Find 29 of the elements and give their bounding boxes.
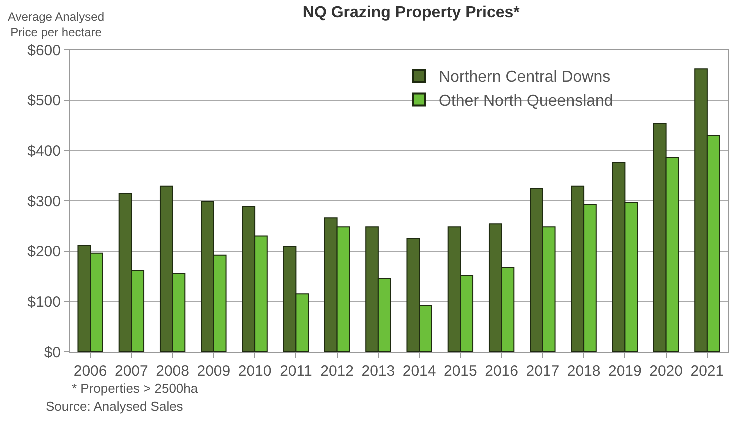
x-tick-label: 2021 xyxy=(690,363,724,380)
text: * Properties > 2500ha xyxy=(72,381,199,396)
legend-label: Other North Queensland xyxy=(439,93,614,110)
x-tick-label: 2016 xyxy=(485,363,518,380)
chart-title: NQ Grazing Property Prices* xyxy=(302,4,521,22)
x-tick-label: 2019 xyxy=(608,363,642,380)
legend-label: Northern Central Downs xyxy=(439,69,611,86)
y-tick-label: $0 xyxy=(44,344,61,362)
x-tick-label: 2013 xyxy=(362,363,396,380)
x-tick-label: 2011 xyxy=(280,363,312,380)
y-tick-label: $400 xyxy=(28,142,61,160)
x-tick-label: 2006 xyxy=(74,363,108,380)
y-tick-label: $500 xyxy=(28,92,61,110)
x-tick-label: 2009 xyxy=(197,363,231,380)
x-tick-label: 2007 xyxy=(115,363,148,380)
y-tick-label: $300 xyxy=(28,193,61,210)
x-tick-label: 2017 xyxy=(526,363,560,380)
x-tick-label: 2015 xyxy=(444,363,478,380)
x-tick-label: 2018 xyxy=(567,363,601,380)
y-tick-label: $600 xyxy=(28,42,61,60)
y-axis-title: Average Analysed Price per hectare xyxy=(8,10,105,40)
x-tick-label: 2020 xyxy=(650,363,683,380)
x-tick-label: 2012 xyxy=(320,363,354,380)
y-tick-label: $100 xyxy=(28,294,61,311)
x-tick-label: 2010 xyxy=(238,363,272,380)
source-note: Source: Analysed Sales xyxy=(46,399,184,414)
x-tick-label: 2014 xyxy=(402,363,436,380)
y-tick-label: $200 xyxy=(28,244,61,261)
x-tick-label: 2008 xyxy=(156,363,190,380)
